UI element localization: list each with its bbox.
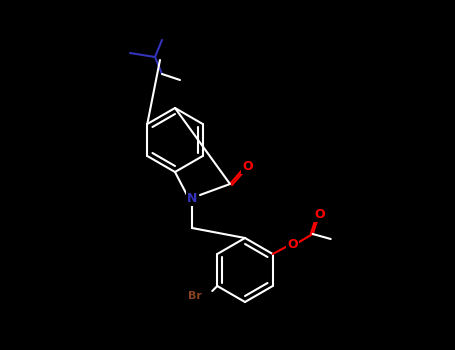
- Text: O: O: [243, 160, 253, 173]
- Text: O: O: [288, 238, 298, 251]
- Text: N: N: [187, 191, 197, 204]
- Text: O: O: [314, 208, 325, 220]
- Text: Br: Br: [188, 291, 202, 301]
